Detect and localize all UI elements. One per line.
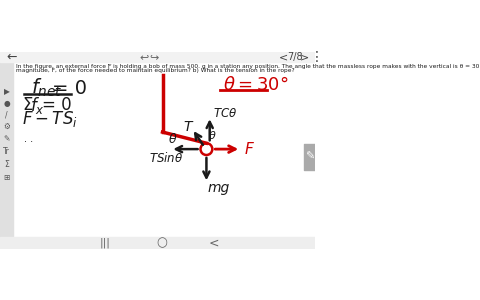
Text: ○: ○ [156,236,167,249]
Text: Tr: Tr [3,147,10,156]
Text: ✎: ✎ [3,134,10,143]
Text: = 0: = 0 [42,95,72,113]
Text: ↪: ↪ [149,52,159,62]
Text: $f_x$: $f_x$ [30,95,45,116]
Text: F: F [244,142,253,157]
Text: |||: ||| [100,238,110,248]
Text: $\theta = 30°$: $\theta = 30°$ [223,76,288,94]
Text: magnitude, F, of the force needed to maintain equilibrium? b) What is the tensio: magnitude, F, of the force needed to mai… [16,68,295,73]
Text: ⚙: ⚙ [3,122,10,131]
Bar [0,62,13,237]
Text: = 0: = 0 [52,79,87,98]
Text: /: / [5,110,8,119]
Text: Σ: Σ [4,160,9,169]
Bar [304,144,314,170]
Text: $TSin\theta$: $TSin\theta$ [149,151,183,165]
Text: <: < [278,52,288,62]
Text: ⋮: ⋮ [309,50,323,64]
Text: $F - TS_i$: $F - TS_i$ [22,109,78,129]
Bar [0,52,314,62]
Text: >: > [300,52,310,62]
Text: Σ: Σ [22,95,33,113]
Text: $f_{net}$: $f_{net}$ [32,77,63,99]
Text: In the figure, an external force F̅ is holding a bob of mass 500. g in a station: In the figure, an external force F̅ is h… [16,64,480,69]
Text: mg: mg [208,182,230,195]
Text: . .: . . [24,134,33,144]
Text: ▶: ▶ [4,87,10,96]
Text: T: T [183,120,192,134]
Text: ⊞: ⊞ [3,173,10,182]
Text: ●: ● [3,99,10,108]
Text: ✎: ✎ [305,152,314,162]
Text: <: < [208,236,219,249]
Text: ↩: ↩ [140,52,149,62]
Bar [0,237,314,249]
Text: ←: ← [7,51,17,64]
Text: $TC\theta$: $TC\theta$ [213,106,237,120]
Text: $\theta$: $\theta$ [208,129,217,141]
Text: $\theta$: $\theta$ [168,132,177,145]
Text: 7/8: 7/8 [287,52,303,62]
